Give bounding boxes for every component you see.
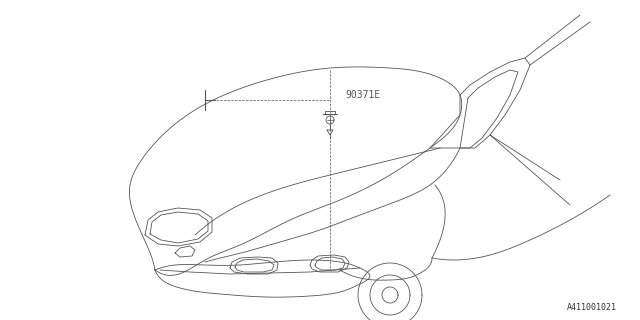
Text: 90371E: 90371E <box>345 90 380 100</box>
Text: A411001021: A411001021 <box>567 303 617 312</box>
